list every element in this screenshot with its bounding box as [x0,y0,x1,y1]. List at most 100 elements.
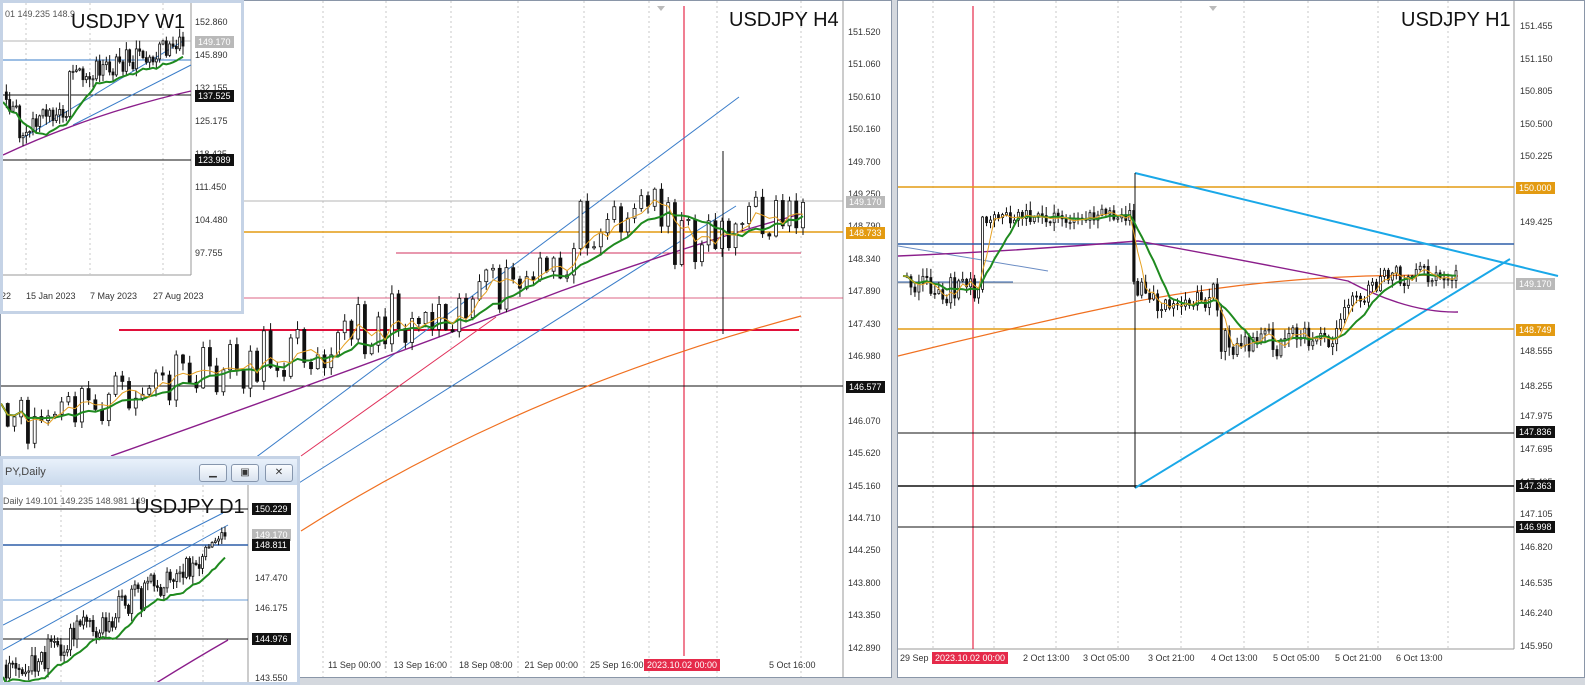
h4-candle [302,329,307,363]
w1-candle [38,115,42,127]
w1-candle [134,48,138,70]
w1-candle [151,56,155,63]
h1-chart-title: USDJPY H1 [1401,9,1511,31]
h1-ma-200 [898,274,1459,357]
h4-candle [309,361,313,370]
h4-candle [780,200,785,227]
h1-chart-panel[interactable]: USDJPY H1 151.455 151.150 150.805 150.500 15… [897,0,1585,678]
h1-candle [1243,336,1247,347]
price-axis-label: 150.160 [848,124,881,135]
price-axis-label: 143.550 [255,673,288,683]
d1-candle [152,574,156,587]
h1-candle [1116,217,1120,220]
w1-candle [168,43,172,56]
d1-candle [20,669,24,675]
h1-price-plot[interactable] [898,1,1585,678]
h1-candle [1211,283,1215,298]
d1-chart-window[interactable]: PY,Daily ▁ ▣ ✕ Daily 149.101 149.235 148… [0,456,300,685]
h4-candle [275,366,280,371]
w1-candle [114,56,118,76]
h1-candle [985,216,988,224]
h4-candle [147,387,152,395]
w1-candle [144,57,148,63]
d1-candle [123,595,127,606]
time-axis-label: 4 Oct 13:00 [1211,653,1258,663]
d1-candle [98,632,101,638]
price-axis-label: 104.480 [195,215,228,225]
w1-candle [98,60,102,76]
d1-candle [220,532,224,540]
h1-level-tag-orange: 148.749 [1516,324,1555,336]
time-axis-label: 6 Oct 13:00 [1396,653,1443,663]
d1-candle [27,670,31,673]
h1-candle [1287,333,1291,339]
price-axis-label: 97.755 [195,248,223,258]
h1-candle [1044,215,1048,223]
h1-candle [1251,336,1255,352]
w1-candle [124,49,128,72]
h4-candle [396,293,401,329]
time-axis-label: 22 [1,291,12,301]
h4-candle [208,347,212,367]
d1-candle [149,574,153,582]
price-axis-label: 148.790 [848,221,881,231]
h1-candle [1056,212,1060,216]
h1-candle [1140,281,1144,296]
w1-candle [171,43,175,47]
d1-candle [75,620,79,640]
d1-channel-upper [3,512,224,626]
h4-candle [511,267,516,280]
h4-candle [86,388,91,401]
w1-candle [131,61,135,70]
h1-candle [1188,299,1191,306]
d1-candle [197,564,201,569]
d1-candle [127,604,130,614]
w1-candle [141,50,145,59]
h4-candle [612,206,617,220]
h4-candle [706,220,711,246]
h1-candle [1196,292,1199,306]
d1-window-titlebar[interactable]: PY,Daily ▁ ▣ ✕ [3,459,297,486]
w1-candle [128,49,132,63]
price-axis-label: 146.240 [1520,608,1553,618]
h4-candle [32,416,37,444]
h4-candle [491,267,495,271]
d1-candle [88,619,92,622]
d1-candle [207,546,211,549]
d1-candle [65,649,69,653]
h1-candle [1016,211,1020,221]
h1-scroll-marker [1209,6,1217,11]
w1-candle [34,118,38,127]
h4-candle [437,304,441,330]
h4-candle [531,276,536,281]
d1-window-title: PY,Daily [5,466,46,478]
d1-current-price-tag: 149.170 [252,529,291,541]
restore-button[interactable]: ▣ [231,464,259,482]
w1-candle [44,109,48,117]
h4-price-plot[interactable] [1,1,892,678]
d1-candle [168,571,172,581]
h1-candle [1363,300,1366,303]
close-button[interactable]: ✕ [265,464,293,482]
d1-candle [110,621,114,628]
h1-candle [937,289,941,294]
h4-candle [295,329,300,339]
h4-candle [605,219,610,234]
w1-chart-window[interactable]: 01 149.235 148.9 USDJPY W1 152.860 145.89… [0,0,244,314]
h4-candle [767,233,772,237]
d1-candle [36,661,40,672]
h1-ma-green [902,214,1457,346]
d1-candle [130,588,134,614]
h1-candle [1347,304,1350,308]
w1-candle [138,48,142,52]
d1-price-plot[interactable] [3,485,299,685]
h1-candle [1048,221,1052,224]
h4-channel-lower [290,205,737,489]
h1-candle [1386,269,1390,281]
h4-candle [241,370,246,389]
w1-candle [178,36,182,50]
d1-level-tag-2: 144.976 [252,633,291,645]
h4-candle [66,396,71,403]
w1-candle [101,64,105,76]
minimize-button[interactable]: ▁ [199,464,227,482]
